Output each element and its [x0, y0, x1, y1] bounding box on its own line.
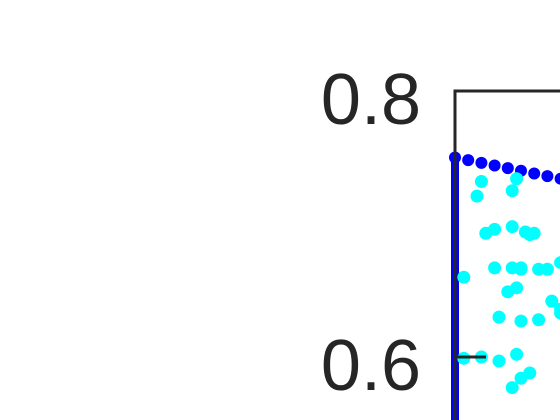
- y-tick-label-0.8: 0.8: [321, 60, 421, 140]
- scatter-point-25: [554, 306, 560, 320]
- scatter-point-5: [488, 222, 502, 236]
- curve-point-4: [501, 162, 514, 175]
- scatter-point-23: [514, 314, 528, 328]
- y-tick-label-0.6: 0.6: [321, 326, 421, 406]
- scatter-point-2: [510, 172, 524, 186]
- scatter-point-31: [514, 371, 528, 385]
- scatter-point-16: [532, 262, 546, 276]
- axes-frame: [453, 89, 560, 420]
- scatter-point-20: [545, 294, 559, 308]
- curve-point-6: [528, 167, 541, 180]
- curve-point-7: [541, 170, 554, 183]
- scatter-point-17: [554, 256, 560, 270]
- scatter-point-0: [474, 174, 488, 188]
- scatter-point-24: [532, 313, 546, 327]
- scatter-point-28: [492, 354, 506, 368]
- scatter-point-12: [457, 270, 471, 284]
- scatter-point-6: [505, 220, 519, 234]
- scatter-point-29: [510, 347, 524, 361]
- curve-point-3: [488, 159, 501, 172]
- scatter-point-13: [488, 261, 502, 275]
- scatter-point-32: [505, 381, 519, 395]
- plot-area: [449, 151, 560, 420]
- curve-point-2: [475, 156, 488, 169]
- scatter-point-9: [527, 226, 541, 240]
- scatter-point-3: [505, 184, 519, 198]
- curve-point-8: [554, 172, 560, 185]
- scatter-point-22: [492, 310, 506, 324]
- scatter-point-15: [514, 261, 528, 275]
- scatter-point-1: [470, 189, 484, 203]
- curve-point-1: [462, 154, 475, 167]
- scatter-point-19: [510, 281, 524, 295]
